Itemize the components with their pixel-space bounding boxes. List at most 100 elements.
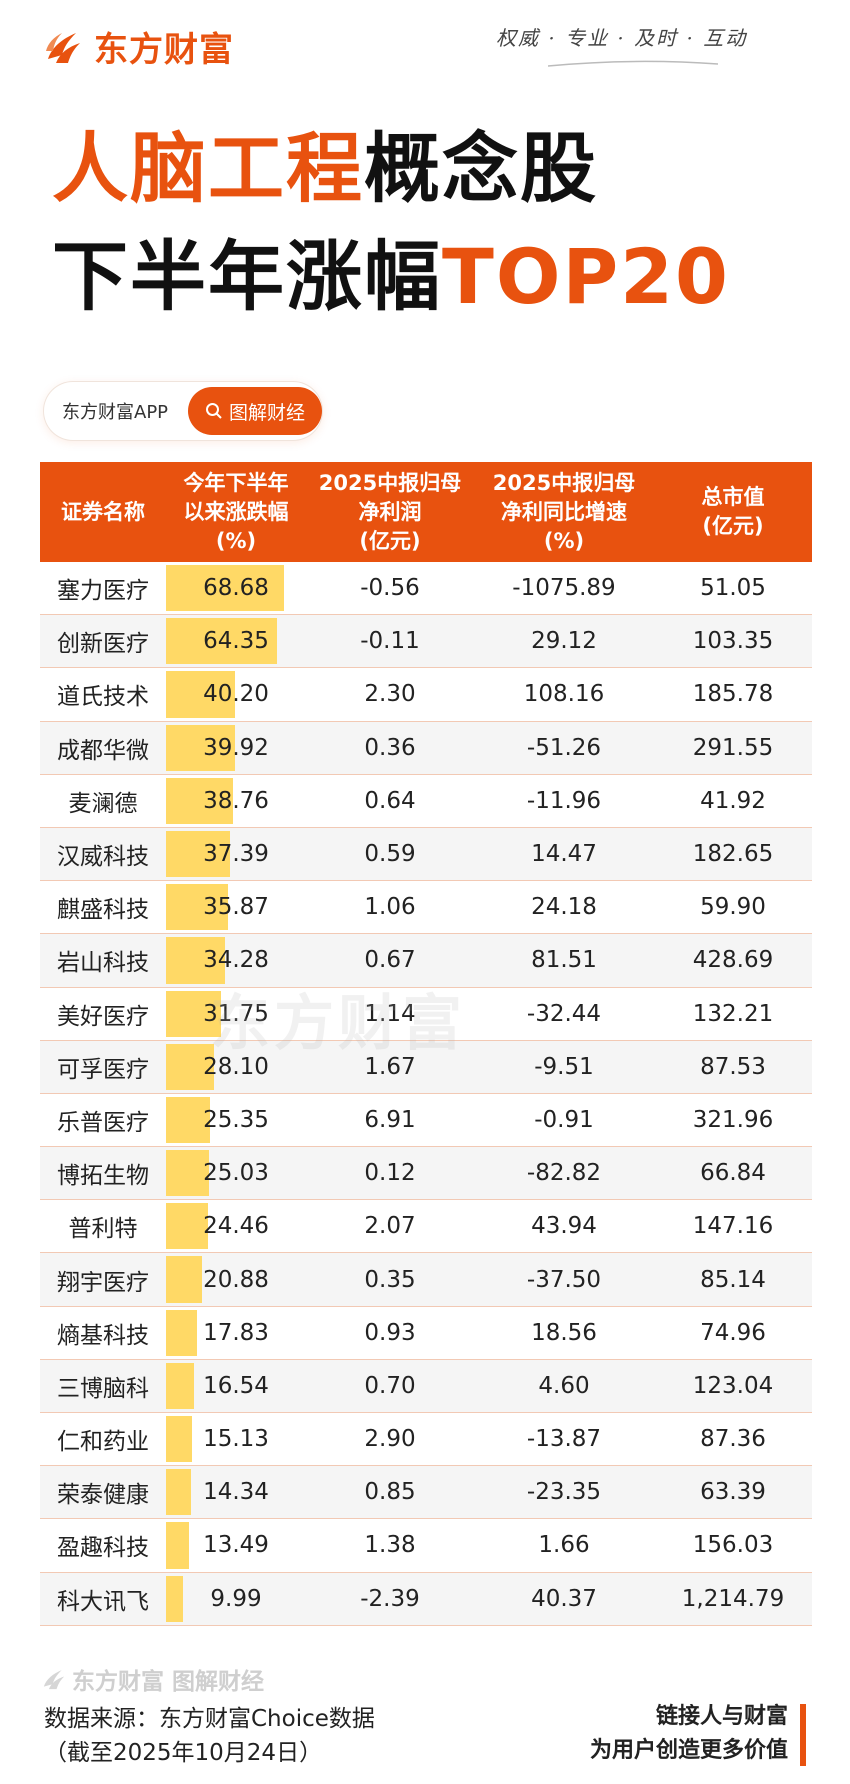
growth-value: -23.35 bbox=[526, 1479, 602, 1506]
table-row: 麒盛科技 35.87 1.06 24.18 59.90 bbox=[40, 881, 812, 935]
growth-value: 1.66 bbox=[538, 1532, 590, 1559]
table-row: 科大讯飞 9.99 -2.39 40.37 1,214.79 bbox=[40, 1572, 812, 1626]
change-value: 24.46 bbox=[203, 1213, 269, 1240]
table-row: 三博脑科 16.54 0.70 4.60 123.04 bbox=[40, 1359, 812, 1413]
marketcap-value: 51.05 bbox=[700, 575, 766, 602]
profit-value: -0.56 bbox=[360, 575, 420, 602]
stock-name: 美好医疗 bbox=[57, 1003, 149, 1030]
profit-value: 2.07 bbox=[364, 1213, 416, 1240]
marketcap-value: 85.14 bbox=[700, 1266, 766, 1293]
stock-name: 岩山科技 bbox=[57, 950, 149, 977]
stock-name: 可孚医疗 bbox=[57, 1056, 149, 1083]
search-icon bbox=[205, 403, 222, 419]
change-bar bbox=[166, 1096, 210, 1144]
change-value: 38.76 bbox=[203, 787, 269, 814]
change-bar bbox=[166, 724, 235, 771]
stock-name: 翔宇医疗 bbox=[57, 1269, 149, 1296]
change-cell: 68.68 bbox=[166, 562, 306, 614]
growth-value: 81.51 bbox=[531, 947, 597, 974]
profit-value: 0.35 bbox=[364, 1266, 416, 1293]
flame-logo-icon bbox=[46, 32, 80, 63]
marketcap-value: 66.84 bbox=[700, 1160, 766, 1187]
growth-value: -13.87 bbox=[526, 1426, 602, 1453]
table-row: 盈趣科技 13.49 1.38 1.66 156.03 bbox=[40, 1519, 812, 1573]
change-bar bbox=[166, 671, 236, 718]
header-cell: 2025中报归母 净利润 (亿元) bbox=[318, 470, 462, 553]
profit-value: 0.59 bbox=[364, 841, 416, 868]
header-marketcap: 总市值 (亿元) bbox=[654, 462, 812, 562]
growth-value: -1075.89 bbox=[512, 575, 616, 602]
change-value: 20.88 bbox=[203, 1266, 269, 1293]
marketcap-value: 428.69 bbox=[692, 947, 774, 974]
change-cell: 64.35 bbox=[166, 615, 306, 667]
marketcap-value: 59.90 bbox=[700, 894, 766, 921]
change-value: 15.13 bbox=[203, 1426, 269, 1453]
change-value: 31.75 bbox=[203, 1000, 269, 1027]
page-title: 人脑工程概念股 下半年涨幅TOP20 bbox=[52, 115, 730, 331]
profit-value: -0.11 bbox=[360, 628, 420, 655]
change-cell: 38.76 bbox=[166, 775, 306, 827]
stock-name: 麒盛科技 bbox=[57, 897, 149, 924]
table-row: 美好医疗 31.75 1.14 -32.44 132.21 bbox=[40, 988, 812, 1041]
change-bar bbox=[166, 884, 228, 931]
marketcap-value: 321.96 bbox=[692, 1106, 774, 1133]
change-bar bbox=[166, 1309, 197, 1356]
change-bar bbox=[166, 618, 277, 665]
growth-value: -9.51 bbox=[534, 1053, 594, 1080]
watermark: 东方财富 bbox=[210, 975, 466, 1062]
change-value: 64.35 bbox=[203, 628, 269, 655]
marketcap-value: 103.35 bbox=[692, 628, 774, 655]
table-row: 道氏技术 40.20 2.30 108.16 185.78 bbox=[40, 668, 812, 722]
table-row: 麦澜德 38.76 0.64 -11.96 41.92 bbox=[40, 775, 812, 828]
header-cell: 2025中报归母 净利同比增速 (%) bbox=[492, 470, 636, 553]
flame-logo-icon bbox=[43, 1670, 65, 1690]
table-row: 翔宇医疗 20.88 0.35 -37.50 85.14 bbox=[40, 1253, 812, 1307]
growth-value: 40.37 bbox=[531, 1585, 597, 1612]
marketcap-value: 185.78 bbox=[692, 681, 774, 708]
stock-name: 乐普医疗 bbox=[57, 1109, 149, 1136]
profit-value: 1.67 bbox=[364, 1053, 416, 1080]
stock-name: 仁和药业 bbox=[57, 1429, 149, 1456]
change-value: 25.35 bbox=[203, 1106, 269, 1133]
watermark-text: 东方财富 bbox=[210, 989, 466, 1059]
slogan: 权威 · 专业 · 及时 · 互动 bbox=[496, 26, 748, 50]
marketcap-value: 182.65 bbox=[692, 841, 774, 868]
change-cell: 35.87 bbox=[166, 881, 306, 933]
title-rank: TOP20 bbox=[442, 232, 730, 321]
change-value: 16.54 bbox=[203, 1372, 269, 1399]
footer-brand-text: 东方财富 图解财经 bbox=[72, 1669, 265, 1695]
stock-name: 三博脑科 bbox=[57, 1375, 149, 1402]
profit-value: 0.12 bbox=[364, 1160, 416, 1187]
change-bar bbox=[166, 1469, 191, 1516]
growth-value: -82.82 bbox=[526, 1160, 602, 1187]
change-bar bbox=[166, 1203, 209, 1250]
stock-name: 荣泰健康 bbox=[57, 1482, 149, 1509]
change-value: 17.83 bbox=[203, 1319, 269, 1346]
marketcap-value: 87.53 bbox=[700, 1053, 766, 1080]
stock-name: 道氏技术 bbox=[57, 684, 149, 711]
stock-table: 证券名称 今年下半年 以来涨跌幅 (%) 2025中报归母 净利润 (亿元) 2025中… bbox=[40, 462, 812, 1626]
tagline-accent-bar bbox=[800, 1704, 806, 1766]
change-cell: 25.03 bbox=[166, 1147, 306, 1199]
growth-value: 29.12 bbox=[531, 628, 597, 655]
change-cell: 17.83 bbox=[166, 1307, 306, 1359]
table-row: 荣泰健康 14.34 0.85 -23.35 63.39 bbox=[40, 1466, 812, 1520]
change-value: 68.68 bbox=[203, 575, 269, 602]
tagline-line2: 为用户创造更多价值 bbox=[589, 1738, 788, 1763]
profit-value: 0.85 bbox=[364, 1479, 416, 1506]
title-concept: 概念股 bbox=[364, 124, 598, 213]
table-row: 仁和药业 15.13 2.90 -13.87 87.36 bbox=[40, 1413, 812, 1467]
table-row: 博拓生物 25.03 0.12 -82.82 66.84 bbox=[40, 1147, 812, 1201]
stock-name: 塞力医疗 bbox=[57, 578, 149, 605]
marketcap-value: 156.03 bbox=[692, 1532, 774, 1559]
profit-value: 0.67 bbox=[364, 947, 416, 974]
change-bar bbox=[166, 937, 225, 984]
change-bar bbox=[166, 1256, 202, 1303]
title-period: 下半年涨幅 bbox=[52, 232, 442, 321]
growth-value: -37.50 bbox=[526, 1266, 602, 1293]
table-row: 汉威科技 37.39 0.59 14.47 182.65 bbox=[40, 827, 812, 882]
table-row: 岩山科技 34.28 0.67 81.51 428.69 bbox=[40, 934, 812, 988]
header-cell: 证券名称 bbox=[61, 499, 145, 524]
growth-value: 24.18 bbox=[531, 894, 597, 921]
change-value: 40.20 bbox=[203, 681, 269, 708]
